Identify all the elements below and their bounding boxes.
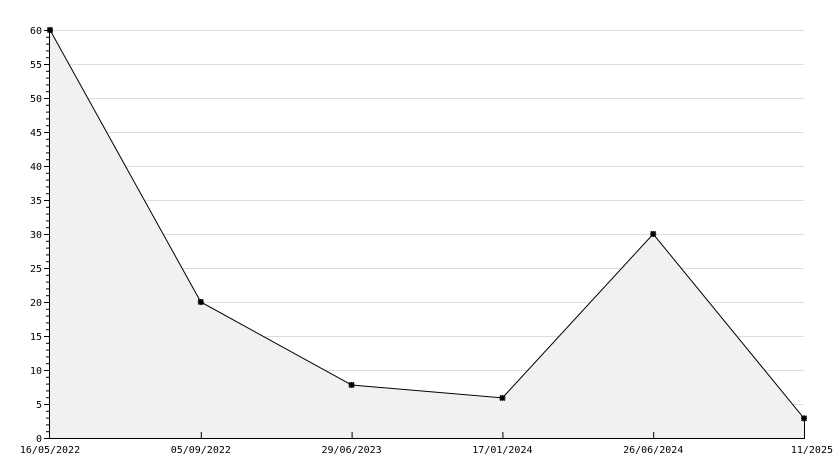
y-tick-label: 60 xyxy=(30,26,42,37)
x-tick-label: 11/2025 xyxy=(791,445,833,456)
y-tick-label: 30 xyxy=(30,230,42,241)
data-point-marker xyxy=(650,230,657,238)
y-tick-label: 35 xyxy=(30,196,42,207)
data-point-marker xyxy=(46,26,54,34)
y-tick-label: 15 xyxy=(30,332,42,343)
x-tick-label: 17/01/2024 xyxy=(472,445,532,456)
y-tick-label: 20 xyxy=(30,298,42,309)
series-line xyxy=(49,29,805,419)
area-fill xyxy=(50,30,804,438)
y-tick-label: 10 xyxy=(30,366,42,377)
data-point-marker xyxy=(800,415,808,422)
y-tick-label: 50 xyxy=(30,94,42,105)
y-tick-label: 55 xyxy=(30,60,42,71)
x-tick-label: 26/06/2024 xyxy=(623,445,683,456)
y-tick-label: 0 xyxy=(36,434,42,445)
y-tick-label: 25 xyxy=(30,264,42,275)
y-tick-label: 40 xyxy=(30,162,42,173)
data-point-marker xyxy=(348,381,355,389)
data-point-marker xyxy=(499,394,506,401)
x-tick-label: 29/06/2023 xyxy=(321,445,381,456)
y-tick-label: 45 xyxy=(30,128,42,139)
x-tick-label: 05/09/2022 xyxy=(171,445,231,456)
y-tick-label: 5 xyxy=(36,400,42,411)
data-point-marker xyxy=(197,298,204,306)
x-tick-label: 16/05/2022 xyxy=(20,445,80,456)
